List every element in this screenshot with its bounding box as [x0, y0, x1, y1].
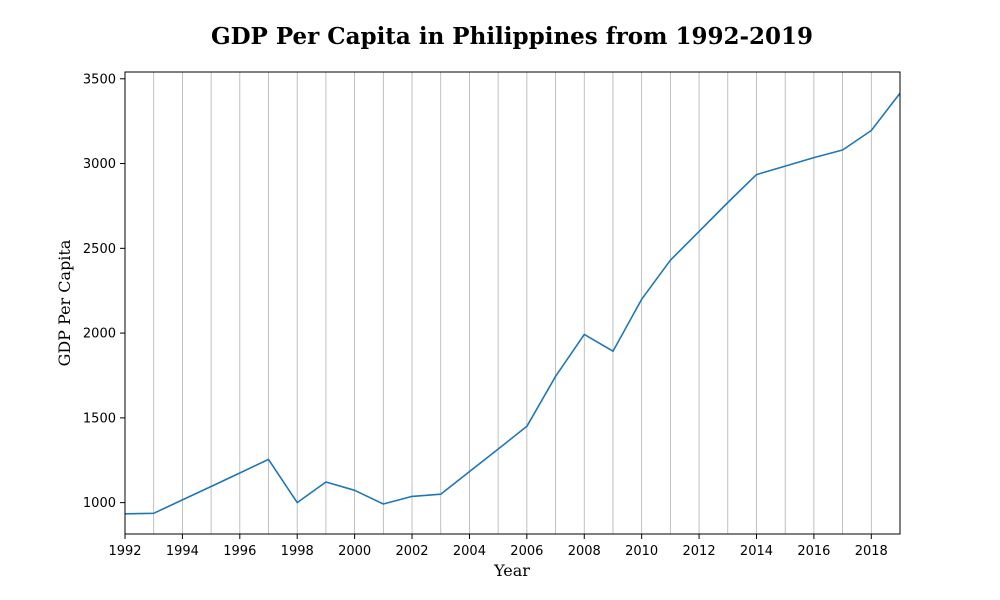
chart-title: GDP Per Capita in Philippines from 1992-… — [211, 23, 813, 50]
y-tick-label: 3000 — [83, 157, 116, 172]
data-point — [324, 480, 327, 483]
series-layer — [124, 92, 901, 515]
data-point — [353, 489, 356, 492]
x-tick-label: 2002 — [395, 544, 428, 559]
data-point — [755, 173, 758, 176]
x-tick-label: 2008 — [568, 544, 601, 559]
data-point — [296, 501, 299, 504]
x-tick-label: 2012 — [683, 544, 716, 559]
data-point — [468, 470, 471, 473]
x-tick-label: 2018 — [855, 544, 888, 559]
data-point — [870, 129, 873, 132]
x-tick-label: 2016 — [797, 544, 830, 559]
x-tick-label: 2006 — [510, 544, 543, 559]
grid-layer — [153, 72, 872, 534]
data-point — [812, 156, 815, 159]
x-tick-label: 2000 — [338, 544, 371, 559]
data-point — [238, 471, 241, 474]
y-tick-label: 2500 — [83, 242, 116, 257]
y-tick-label: 3500 — [83, 72, 116, 87]
data-point — [382, 502, 385, 505]
data-point — [497, 448, 500, 451]
data-point — [583, 333, 586, 336]
series-line — [124, 92, 901, 515]
data-point — [439, 493, 442, 496]
data-point — [784, 165, 787, 168]
data-point — [525, 425, 528, 428]
data-point — [669, 259, 672, 262]
data-point — [726, 201, 729, 204]
x-tick-label: 2014 — [740, 544, 773, 559]
data-point — [841, 148, 844, 151]
data-point — [640, 298, 643, 301]
data-point — [267, 458, 270, 461]
y-tick-label: 1000 — [83, 496, 116, 511]
data-point — [152, 512, 155, 515]
x-tick-label: 1992 — [108, 544, 141, 559]
plot-area-frame — [124, 71, 901, 535]
x-axis-label: Year — [493, 561, 530, 580]
x-tick-label: 1994 — [166, 544, 199, 559]
y-tick-label: 2000 — [83, 327, 116, 342]
y-axis: 1000 1500 2000 2500 3000 3500 — [83, 72, 125, 511]
x-tick-label: 2004 — [453, 544, 486, 559]
x-tick-label: 2010 — [625, 544, 658, 559]
x-axis: 1992 1994 1996 1998 2000 2002 2004 2006 2008 2010… — [108, 534, 888, 559]
data-point — [181, 498, 184, 501]
y-axis-label: GDP Per Capita — [55, 239, 74, 366]
x-tick-label: 1996 — [223, 544, 256, 559]
x-tick-label: 1998 — [281, 544, 314, 559]
data-point — [611, 350, 614, 353]
data-point — [210, 485, 213, 488]
data-point — [698, 230, 701, 233]
data-point — [411, 495, 414, 498]
data-point — [554, 375, 557, 378]
y-tick-label: 1500 — [83, 411, 116, 426]
